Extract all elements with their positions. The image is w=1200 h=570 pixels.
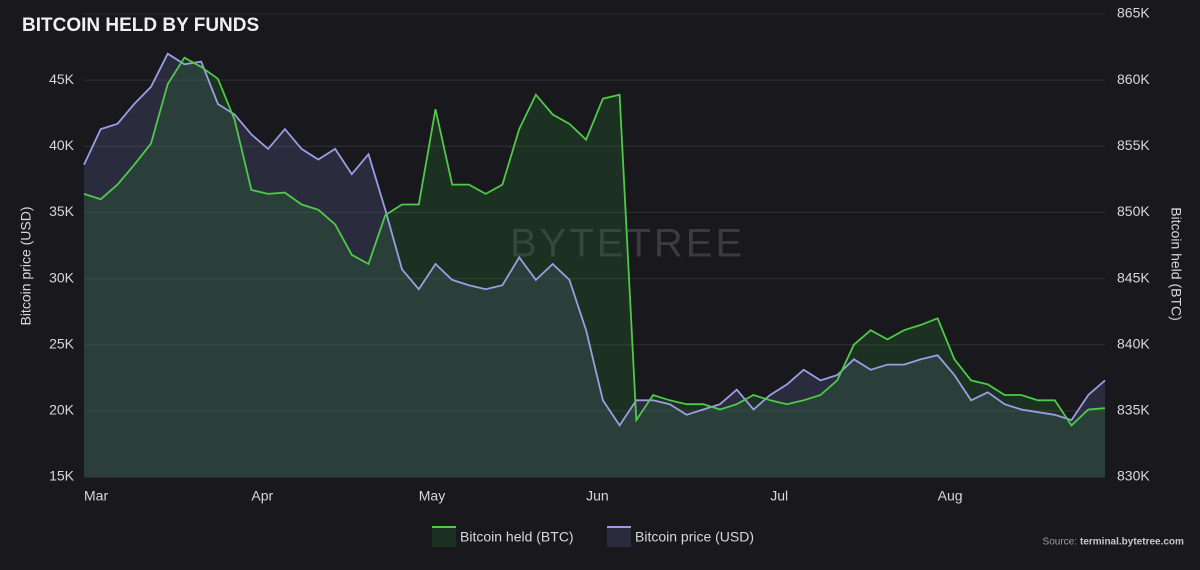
line (83, 52, 1106, 428)
y2-tick-label: 840K (1117, 335, 1150, 351)
area-fill (84, 53, 1105, 477)
legend-label: Bitcoin held (BTC) (460, 529, 574, 545)
area-fill (84, 57, 1105, 477)
legend-swatch (607, 527, 631, 547)
x-tick-label: Apr (251, 488, 273, 504)
y2-tick-label: 850K (1117, 203, 1150, 219)
y2-axis-label: Bitcoin held (BTC) (1168, 207, 1184, 321)
x-tick-label: Aug (938, 488, 963, 504)
source-label: Source: (1043, 537, 1077, 548)
x-tick-label: Mar (84, 488, 108, 504)
y2-tick-label: 865K (1117, 5, 1150, 21)
legend-swatch (432, 527, 456, 547)
x-tick-label: May (419, 488, 445, 504)
y-axis-label: Bitcoin price (USD) (18, 206, 34, 325)
y2-tick-label: 860K (1117, 71, 1150, 87)
y-tick-label: 20K (49, 402, 75, 418)
y2-tick-label: 845K (1117, 269, 1150, 285)
y-tick-label: 35K (49, 203, 75, 219)
y-tick-label: 40K (49, 137, 75, 153)
x-tick-label: Jun (586, 488, 609, 504)
legend-label: Bitcoin price (USD) (635, 529, 754, 545)
source: terminal.bytetree.com (1080, 537, 1184, 548)
x-tick-label: Jul (770, 488, 788, 504)
y2-tick-label: 855K (1117, 137, 1150, 153)
y-tick-label: 45K (49, 71, 75, 87)
line (83, 56, 1106, 427)
y-tick-label: 30K (49, 269, 75, 285)
y-tick-label: 25K (49, 335, 75, 351)
chart-title: BITCOIN HELD BY FUNDS (22, 15, 259, 36)
y2-tick-label: 830K (1117, 468, 1150, 484)
y2-tick-label: 835K (1117, 402, 1150, 418)
y-tick-label: 15K (49, 468, 75, 484)
